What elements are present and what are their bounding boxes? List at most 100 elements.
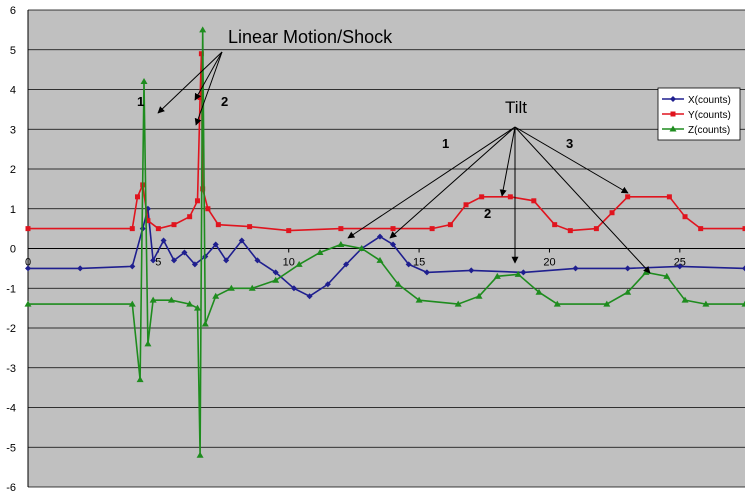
data-point [254,257,261,264]
series-Z(counts) [24,26,745,458]
data-point [415,296,423,303]
data-point [514,270,522,277]
data-point [338,226,344,232]
arrow [194,51,223,101]
x-tick-labels: 0 5 10 15 20 25 [25,248,686,269]
data-point [201,320,209,327]
data-point [468,267,475,274]
data-point [390,241,397,248]
data-point [145,218,151,224]
y-tick-label: 3 [10,124,16,136]
x-tick-label: 15 [413,257,425,269]
y-tick-label: 5 [10,45,16,57]
data-point [742,226,745,232]
y-tick-label: 2 [10,164,16,176]
data-point [196,451,204,458]
data-point [160,237,167,244]
data-point [129,263,136,270]
arrow [499,126,516,197]
legend-label: X(counts) [688,95,731,106]
data-point [609,210,615,216]
arrow [389,126,516,239]
data-point [553,300,561,307]
y-tick-label: -6 [6,482,16,494]
data-point [200,186,206,192]
data-point [24,300,32,307]
y-tick-label: 6 [10,5,16,17]
data-point [429,226,435,232]
data-point [248,284,256,291]
arrow [157,51,223,114]
tilt-label-2: 2 [484,206,491,221]
y-tick-label: -4 [6,403,16,415]
data-point [193,304,201,311]
data-point [295,260,303,267]
y-tick-labels: 6 5 4 3 2 1 0 -1 -2 -3 -4 -5 -6 [6,5,16,494]
y-tick-label: -3 [6,363,16,375]
series-line [28,29,745,456]
data-point [454,300,462,307]
data-point [316,248,324,255]
data-point [463,202,469,208]
linear-motion-label-2: 2 [221,94,228,109]
x-tick-label: 5 [155,257,161,269]
data-point [390,226,396,232]
data-point [227,284,235,291]
data-series [24,26,745,458]
legend-label: Z(counts) [688,125,730,136]
data-point [394,280,402,287]
data-point [212,241,219,248]
data-point [741,300,745,307]
data-point [187,214,193,220]
x-tick-label: 0 [25,257,31,269]
legend-label: Y(counts) [688,110,731,121]
legend-marker [670,96,676,102]
data-point [681,296,689,303]
data-point [306,293,313,300]
arrow [514,126,651,274]
tilt-label: Tilt [505,98,527,117]
annotation-arrows [157,51,651,274]
data-point [324,281,331,288]
data-point [223,257,230,264]
x-tick-label: 20 [543,257,555,269]
data-point [593,226,599,232]
data-point [624,288,632,295]
data-point [25,226,31,232]
y-tick-label: -2 [6,323,16,335]
tilt-label-1: 1 [442,136,449,151]
data-point [25,265,31,272]
data-point [567,228,573,234]
data-point [423,269,430,276]
data-point [290,285,297,292]
data-point [150,257,157,264]
data-point [181,249,188,256]
data-point [343,261,350,268]
data-point [742,265,745,272]
y-tick-label: -1 [6,283,16,295]
arrow [514,126,629,194]
linear-motion-label-1: 1 [137,94,144,109]
data-point [272,276,280,283]
data-point [247,224,253,230]
legend-marker [669,125,677,132]
data-point [520,269,527,276]
data-point [447,222,453,228]
data-point [676,263,683,270]
data-point [135,194,141,200]
data-point [128,300,136,307]
data-point [479,194,485,200]
data-point [215,222,221,228]
data-point [531,198,537,204]
data-point [194,198,200,204]
data-point [405,261,412,268]
legend: X(counts) Y(counts) Z(counts) [657,87,741,141]
data-point [572,265,579,272]
data-point [272,269,279,276]
series-Y(counts) [25,51,745,234]
data-point [198,51,204,57]
y-tick-label: -5 [6,442,16,454]
arrow [347,126,516,239]
y-tick-label: 4 [10,85,16,97]
annotations: Linear Motion/Shock 1 2 Tilt 1 2 3 [137,27,651,274]
